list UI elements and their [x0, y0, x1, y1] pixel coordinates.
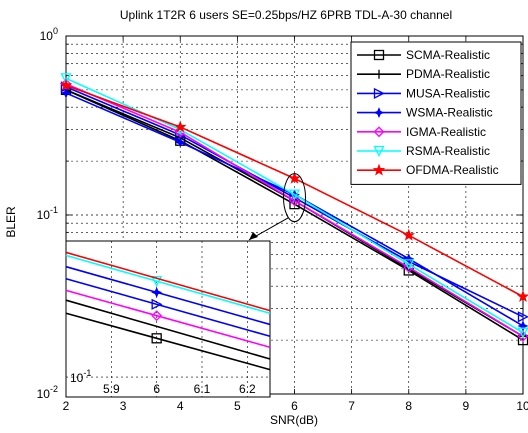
legend-marker: [373, 87, 385, 99]
series-ofdma-realistic: [59, 78, 528, 302]
x-tick-label: 8: [405, 399, 412, 413]
data-point: [517, 327, 528, 339]
legend: SCMA-Realistic PDMA-Realistic MUSA-Realist…: [350, 41, 522, 185]
data-point: [60, 87, 72, 99]
data-point: [59, 78, 73, 91]
inset-series-igma-realistic: [65, 289, 271, 349]
series-layer: [59, 73, 528, 346]
data-point: [403, 259, 415, 271]
inset-x-tick-label: 5.9: [103, 382, 120, 396]
inset-series-line: [65, 289, 271, 349]
legend-label: WSMA-Realistic: [406, 106, 493, 120]
inset-y-tick-label: 10-1: [70, 368, 91, 385]
y-axis-label: BLER: [4, 206, 18, 238]
inset-series-line: [65, 312, 271, 371]
zoom-arrow-head: [249, 232, 258, 240]
legend-marker: [374, 69, 384, 79]
inset-series-musa-realistic: [65, 277, 271, 338]
legend-marker: [373, 126, 385, 138]
data-point: [288, 171, 301, 184]
x-tick-label: 6: [291, 399, 298, 413]
inset-series-line: [65, 277, 271, 338]
series-line: [65, 83, 524, 338]
data-point: [517, 311, 528, 323]
legend-label: RSMA-Realistic: [406, 144, 490, 158]
legend-item-ofdma-realistic: OFDMA-Realistic: [357, 163, 499, 177]
legend-item-wsma-realistic: WSMA-Realistic: [357, 106, 493, 120]
legend-label: PDMA-Realistic: [406, 67, 490, 81]
inset-series-line: [65, 254, 271, 315]
data-point: [517, 320, 528, 332]
inset-data-point: [151, 275, 163, 288]
legend-marker: [373, 107, 385, 119]
legend-marker: [373, 145, 385, 157]
inset-series-line: [65, 251, 271, 312]
data-point: [402, 228, 415, 241]
data-point: [60, 73, 72, 85]
x-axis-label: SNR(dB): [270, 413, 318, 427]
inset-series-rsma-realistic: [65, 254, 271, 315]
y-tick-label: 100: [40, 26, 58, 43]
inset-series-scma-realistic: [65, 312, 271, 371]
inset-data-point: [151, 286, 163, 298]
data-point: [174, 136, 186, 148]
legend-item-scma-realistic: SCMA-Realistic: [357, 48, 490, 62]
inset-series-pdma-realistic: [65, 299, 271, 360]
inset-data-point: [151, 333, 162, 344]
y-tick-label: 10-2: [37, 384, 58, 401]
legend-marker: [373, 49, 385, 61]
x-tick-label: 3: [120, 399, 127, 413]
inset-series-line: [65, 265, 271, 326]
legend-label: MUSA-Realistic: [406, 86, 490, 100]
x-tick-label: 9: [463, 399, 470, 413]
x-tick-label: 5: [234, 399, 241, 413]
legend-label: IGMA-Realistic: [406, 125, 486, 139]
data-point: [517, 330, 528, 342]
inset-data-point: [151, 298, 163, 310]
inset-x-tick-label: 6: [153, 382, 160, 396]
inset-series-line: [65, 299, 271, 360]
inset-x-tick-label: 6.2: [239, 382, 256, 396]
data-point: [60, 78, 72, 90]
legend-marker: [372, 163, 386, 176]
inset-x-tick-label: 6.1: [194, 382, 211, 396]
legend-item-pdma-realistic: PDMA-Realistic: [357, 67, 490, 81]
inset-data-point: [151, 310, 163, 322]
legend-label: SCMA-Realistic: [406, 48, 490, 62]
data-point: [289, 195, 300, 207]
zoom-ellipse: [283, 173, 306, 223]
zoom-inset: 5.9 6 6.1 6.2 10-1: [65, 173, 306, 398]
legend-item-igma-realistic: IGMA-Realistic: [357, 125, 486, 139]
x-tick-label: 4: [177, 399, 184, 413]
legend-label: OFDMA-Realistic: [406, 163, 499, 177]
data-point: [288, 189, 301, 201]
y-tick-label: 10-1: [37, 205, 58, 222]
plot-frame: [65, 35, 524, 395]
x-tick-label: 10: [516, 399, 528, 413]
data-point: [516, 290, 528, 302]
chart-title: Uplink 1T2R 6 users SE=0.25bps/HZ 6PRB T…: [120, 8, 452, 22]
x-tick-label: 2: [63, 399, 70, 413]
inset-series-ofdma-realistic: [65, 251, 271, 312]
inset-series-wsma-realistic: [65, 265, 271, 326]
legend-item-musa-realistic: MUSA-Realistic: [357, 86, 490, 100]
legend-item-rsma-realistic: RSMA-Realistic: [357, 144, 490, 158]
data-point: [174, 120, 187, 133]
x-tick-label: 7: [348, 399, 355, 413]
